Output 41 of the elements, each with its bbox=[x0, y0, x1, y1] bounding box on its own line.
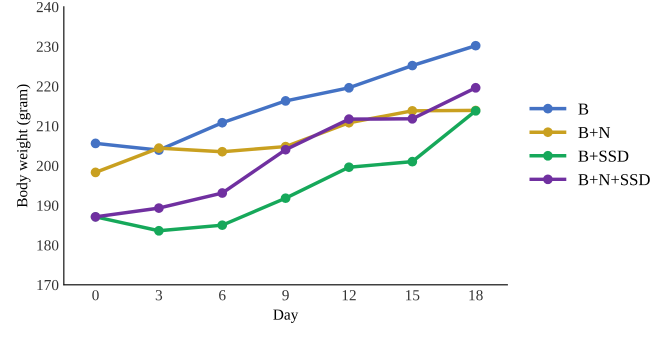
point bbox=[407, 60, 418, 70]
x-tick-label: 9 bbox=[282, 290, 289, 300]
point bbox=[280, 96, 290, 106]
x-axis-title: Day bbox=[273, 310, 298, 323]
point bbox=[154, 226, 164, 236]
y-axis-title: Body weight (gram) bbox=[16, 84, 31, 208]
point bbox=[217, 146, 228, 157]
y-tick-label: 210 bbox=[36, 121, 58, 132]
x-tick-label: 6 bbox=[219, 290, 226, 300]
y-tick-label: 200 bbox=[36, 160, 58, 172]
point bbox=[344, 114, 354, 124]
point bbox=[90, 138, 100, 148]
x-tick-label: 3 bbox=[156, 290, 162, 300]
y-tick-label: 180 bbox=[37, 240, 58, 250]
point bbox=[344, 82, 354, 93]
point bbox=[407, 156, 418, 167]
y-tick-label: 190 bbox=[37, 200, 58, 211]
legend-label: B+N+SSD bbox=[578, 174, 650, 186]
y-tick-label: 240 bbox=[36, 2, 58, 12]
point bbox=[90, 168, 100, 178]
x-tick-label: 18 bbox=[469, 290, 483, 300]
point bbox=[217, 118, 228, 128]
point bbox=[470, 40, 481, 51]
legend-label: B+SSD bbox=[578, 150, 628, 162]
legend-label: B+N bbox=[578, 127, 610, 138]
y-tick-label: 170 bbox=[37, 280, 58, 290]
point bbox=[217, 188, 228, 198]
y-tick-label: 220 bbox=[36, 81, 58, 92]
point bbox=[407, 114, 418, 124]
point bbox=[280, 193, 290, 204]
point bbox=[154, 203, 164, 213]
point bbox=[344, 162, 354, 172]
legend-label: B bbox=[578, 104, 588, 115]
point bbox=[470, 82, 481, 93]
point bbox=[280, 144, 290, 155]
x-tick-label: 15 bbox=[406, 290, 420, 300]
x-tick-label: 0 bbox=[92, 290, 99, 300]
x-tick-label: 12 bbox=[342, 290, 356, 300]
point bbox=[217, 220, 228, 230]
y-tick-label: 230 bbox=[36, 42, 58, 52]
point bbox=[407, 106, 418, 116]
